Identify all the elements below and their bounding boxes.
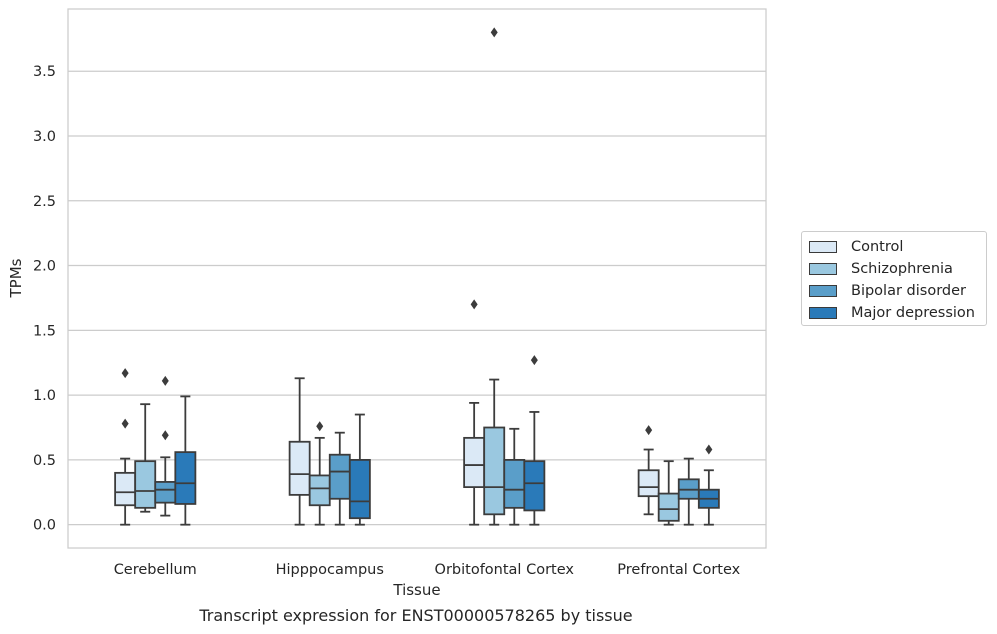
legend: Control Schizophrenia Bipolar disorder M… [801, 231, 987, 326]
box-iqr [523, 460, 546, 512]
box-iqr [503, 458, 526, 509]
y-tick-label: 3.0 [33, 129, 56, 145]
legend-label: Bipolar disorder [851, 283, 966, 299]
legend-label: Major depression [851, 305, 975, 321]
legend-item-control: Control [809, 239, 903, 255]
chart-caption: Transcript expression for ENST0000057826… [199, 606, 633, 625]
legend-item-schizophrenia: Schizophrenia [809, 261, 953, 277]
legend-label: Schizophrenia [851, 261, 953, 277]
y-tick-label: 3.5 [33, 64, 56, 80]
box-schizophrenia [657, 460, 680, 526]
x-tick-label: Orbitofontal Cortex [435, 562, 575, 578]
legend-swatch [809, 263, 837, 275]
outlier-point [121, 418, 129, 429]
box-control [114, 368, 137, 526]
y-tick-label: 0.0 [33, 518, 56, 534]
legend-swatch [809, 241, 837, 253]
x-axis-label: Tissue [392, 581, 440, 599]
x-tick-label: Prefrontal Cortex [617, 562, 740, 578]
box-iqr [328, 453, 351, 500]
box-iqr [463, 436, 486, 489]
y-tick-label: 1.0 [33, 388, 56, 404]
y-tick-label: 0.5 [33, 453, 56, 469]
outlier-point [470, 299, 478, 310]
outlier-point [161, 375, 169, 386]
box-control [463, 299, 486, 526]
box-control [637, 425, 660, 516]
box-iqr [637, 469, 660, 498]
legend-label: Control [851, 239, 904, 255]
y-tick-labels: 0.0 0.5 1.0 1.5 2.0 2.5 3.0 3.5 [33, 64, 56, 533]
box-iqr [308, 474, 331, 507]
outlier-point [121, 368, 129, 379]
outlier-point [316, 421, 324, 432]
box-schizophrenia [308, 421, 331, 526]
box-iqr [154, 481, 177, 504]
plot-area [67, 8, 767, 549]
legend-swatch [809, 285, 837, 297]
box-major-depression [697, 444, 720, 526]
legend-item-bipolar-disorder: Bipolar disorder [809, 283, 966, 299]
x-tick-label: Cerebellum [114, 562, 197, 578]
box-major-depression [174, 395, 197, 526]
box-iqr [174, 451, 197, 505]
box-iqr [483, 426, 506, 516]
box-iqr [114, 471, 137, 507]
box-iqr [657, 492, 680, 522]
x-tick-label: Hipppocampus [276, 562, 384, 578]
y-tick-label: 2.0 [33, 259, 56, 275]
legend-item-major-depression: Major depression [809, 305, 975, 321]
box-major-depression [348, 413, 371, 526]
y-tick-label: 1.5 [33, 323, 56, 339]
legend-swatch [809, 307, 837, 319]
outlier-point [705, 444, 713, 455]
box-major-depression [523, 355, 546, 526]
outlier-point [645, 425, 653, 436]
outlier-point [161, 430, 169, 441]
outlier-point [530, 355, 538, 366]
y-axis-label: TPMs [7, 258, 25, 298]
box-bipolar-disorder [503, 427, 526, 526]
outlier-point [490, 27, 498, 38]
box-iqr [134, 460, 157, 509]
x-tick-labels: Cerebellum Hipppocampus Orbitofontal Corte… [114, 562, 741, 578]
box-iqr [288, 440, 311, 496]
box-iqr [348, 458, 371, 520]
boxes [114, 27, 720, 526]
box-control [288, 377, 311, 526]
y-tick-label: 2.5 [33, 194, 56, 210]
